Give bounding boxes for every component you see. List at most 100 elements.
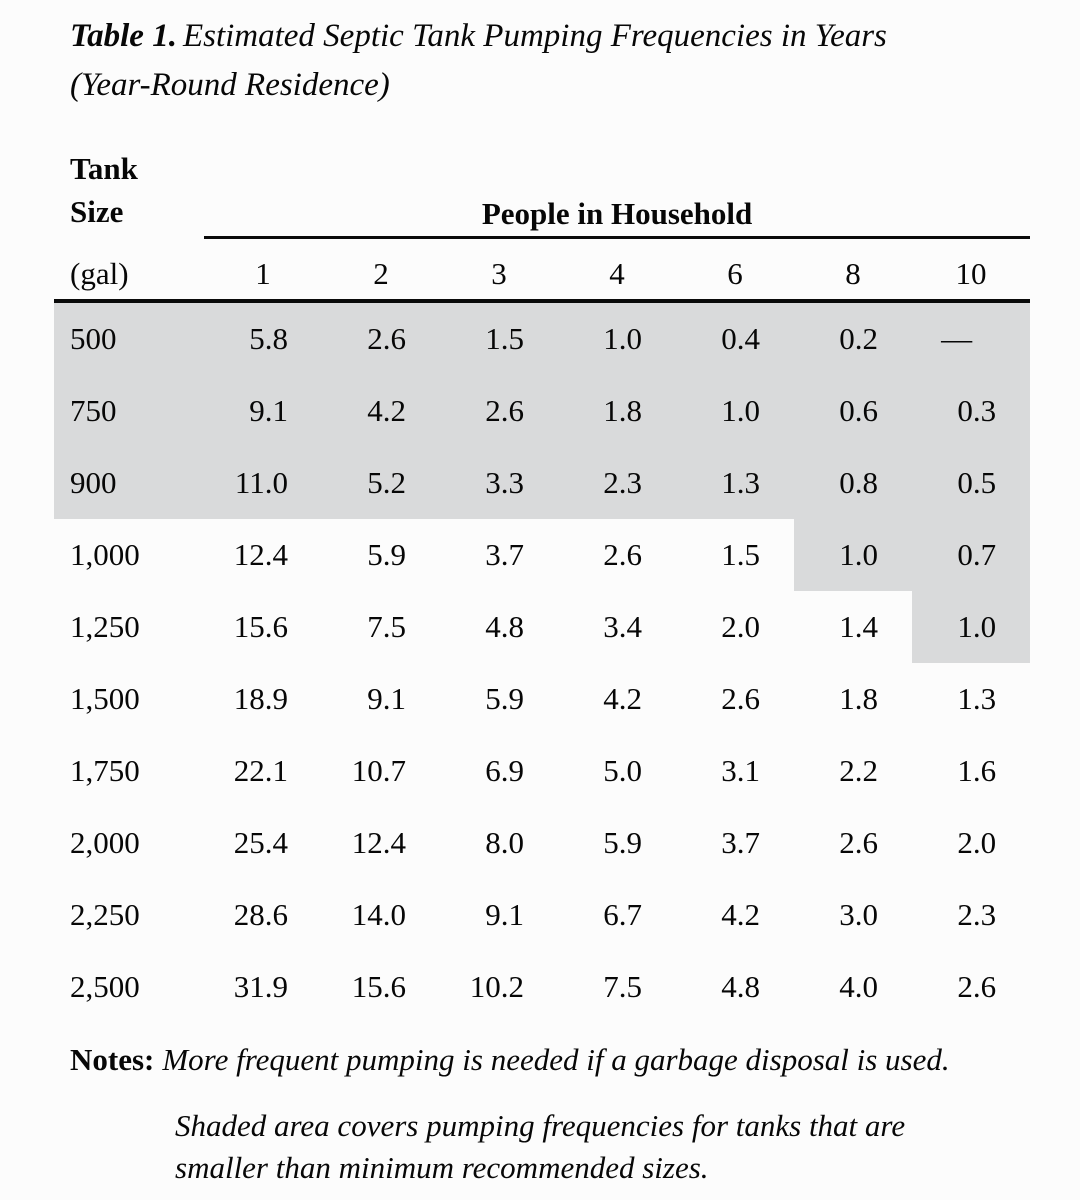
people-count-header: 8	[794, 237, 912, 303]
frequency-cell: 3.3	[440, 447, 558, 519]
tank-size-cell: 500	[54, 301, 204, 375]
frequency-cell: 7.5	[603, 969, 642, 1004]
people-count-header: 4	[558, 237, 676, 303]
frequency-cell: 1.3	[676, 447, 794, 519]
frequency-cell: 5.2	[322, 447, 440, 519]
shaded-area-note: Shaded area covers pumping frequencies f…	[175, 1108, 906, 1186]
people-in-household-header: People in Household	[204, 139, 1031, 239]
table-row: 900 11.0 5.2 3.3 2.3 1.3 0.8 0.5	[54, 447, 1031, 519]
frequency-cell: 1.6	[957, 753, 997, 788]
frequency-cell: 3.4	[603, 609, 642, 644]
frequency-cell: 4.2	[603, 681, 642, 716]
frequency-cell: 4.8	[485, 609, 524, 644]
frequency-cell: 9.1	[367, 681, 406, 716]
frequency-cell: 6.9	[485, 753, 524, 788]
frequency-cell: 2.6	[957, 969, 997, 1004]
frequency-cell: 2.3	[558, 447, 676, 519]
frequency-cell: 25.4	[233, 825, 288, 860]
table-row: 2,500 31.9 15.6 10.2 7.5 4.8 4.0 2.6	[54, 951, 1030, 1023]
table-title-text: Estimated Septic Tank Pumping Frequencie…	[70, 18, 887, 103]
table-row: 1,500 18.9 9.1 5.9 4.2 2.6 1.8 1.3	[54, 663, 1030, 735]
frequency-cell: 4.2	[721, 897, 760, 932]
frequency-cell: 1.0	[558, 301, 676, 375]
frequency-cell: 9.1	[485, 897, 524, 932]
people-count-header: 10	[912, 237, 1031, 303]
people-count-header: 2	[322, 237, 440, 303]
frequency-cell: 2.2	[839, 753, 878, 788]
frequency-cell: 2.6	[603, 537, 642, 572]
frequency-cell: 2.6	[839, 825, 878, 860]
table-row: 1,000 12.4 5.9 3.7 2.6 1.5 1.0 0.7	[54, 519, 1031, 591]
frequency-cell: 0.8	[794, 447, 912, 519]
frequency-cell: 0.4	[676, 301, 794, 375]
frequency-cell: 1.5	[721, 537, 760, 572]
frequency-cell: 1.4	[839, 609, 878, 644]
frequency-cell: 0.7	[912, 519, 1031, 591]
people-count-header: 3	[440, 237, 558, 303]
table-number: Table 1.	[70, 18, 177, 54]
frequency-cell: 3.1	[721, 753, 760, 788]
frequency-cell: 9.1	[204, 375, 322, 447]
frequency-cell: 4.2	[322, 375, 440, 447]
tank-size-cell: 2,250	[70, 897, 140, 932]
frequency-cell: 3.7	[485, 537, 524, 572]
frequency-cell: —	[912, 301, 1031, 375]
frequency-cell: 7.5	[367, 609, 406, 644]
tank-size-cell: 1,000	[70, 537, 140, 572]
frequency-cell: 2.6	[721, 681, 760, 716]
frequency-cell: 5.9	[367, 537, 406, 572]
table-row: 750 9.1 4.2 2.6 1.8 1.0 0.6 0.3	[54, 375, 1031, 447]
table-row: 1,750 22.1 10.7 6.9 5.0 3.1 2.2 1.6	[54, 735, 1030, 807]
frequency-cell: 8.0	[485, 825, 524, 860]
table-row: 1,250 15.6 7.5 4.8 3.4 2.0 1.4 1.0	[54, 591, 1031, 663]
frequency-cell: 31.9	[233, 969, 288, 1004]
frequency-cell: 0.6	[794, 375, 912, 447]
gallons-unit-header: (gal)	[54, 237, 204, 303]
frequency-cell: 1.0	[912, 591, 1031, 663]
notes-label: Notes:	[70, 1042, 155, 1077]
tank-size-cell: 1,750	[70, 753, 140, 788]
tank-size-cell: 750	[54, 375, 204, 447]
frequency-cell: 3.7	[721, 825, 760, 860]
tank-size-cell: 1,250	[70, 609, 140, 644]
frequency-cell: 0.3	[912, 375, 1031, 447]
frequency-cell: 5.0	[603, 753, 642, 788]
frequency-cell: 2.0	[957, 825, 997, 860]
tank-size-cell: 2,500	[70, 969, 140, 1004]
frequency-cell: 6.7	[603, 897, 642, 932]
tank-size-cell: 900	[54, 447, 204, 519]
frequency-cell: 10.7	[351, 753, 406, 788]
frequency-cell: 2.0	[721, 609, 760, 644]
frequency-cell: 4.0	[839, 969, 878, 1004]
frequency-cell: 1.8	[558, 375, 676, 447]
frequency-cell: 5.9	[603, 825, 642, 860]
notes: Notes: More frequent pumping is needed if…	[70, 1039, 1000, 1081]
frequency-cell: 0.2	[794, 301, 912, 375]
tank-size-header: Tank Size	[54, 139, 204, 238]
tank-size-header-line2: Size	[70, 193, 124, 229]
frequency-cell: 1.0	[676, 375, 794, 447]
frequency-cell: 15.6	[351, 969, 406, 1004]
frequency-cell: 1.5	[440, 301, 558, 375]
tank-size-cell: 1,500	[70, 681, 140, 716]
column-header-row: (gal) 1 2 3 4 6 8 10	[54, 237, 1031, 303]
people-count-header: 6	[676, 237, 794, 303]
frequency-cell: 15.6	[233, 609, 288, 644]
frequency-cell: 14.0	[351, 897, 406, 932]
group-header-row: Tank Size People in Household	[54, 139, 1031, 239]
frequency-cell: 2.6	[322, 301, 440, 375]
frequency-cell: 0.5	[912, 447, 1031, 519]
table-figure: Table 1. Estimated Septic Tank Pumping Fr…	[54, 0, 1031, 1189]
tank-size-header-line1: Tank	[70, 150, 138, 186]
table-title: Table 1. Estimated Septic Tank Pumping Fr…	[70, 12, 950, 109]
frequency-cell: 10.2	[469, 969, 524, 1004]
table-row: 2,000 25.4 12.4 8.0 5.9 3.7 2.6 2.0	[54, 807, 1030, 879]
frequency-cell: 1.8	[839, 681, 878, 716]
people-count-header: 1	[204, 237, 322, 303]
frequency-cell: 28.6	[233, 897, 288, 932]
frequency-cell: 4.8	[721, 969, 760, 1004]
tank-size-cell: 2,000	[70, 825, 140, 860]
frequency-cell: 1.0	[794, 519, 912, 591]
frequency-cell: 12.4	[233, 537, 288, 572]
